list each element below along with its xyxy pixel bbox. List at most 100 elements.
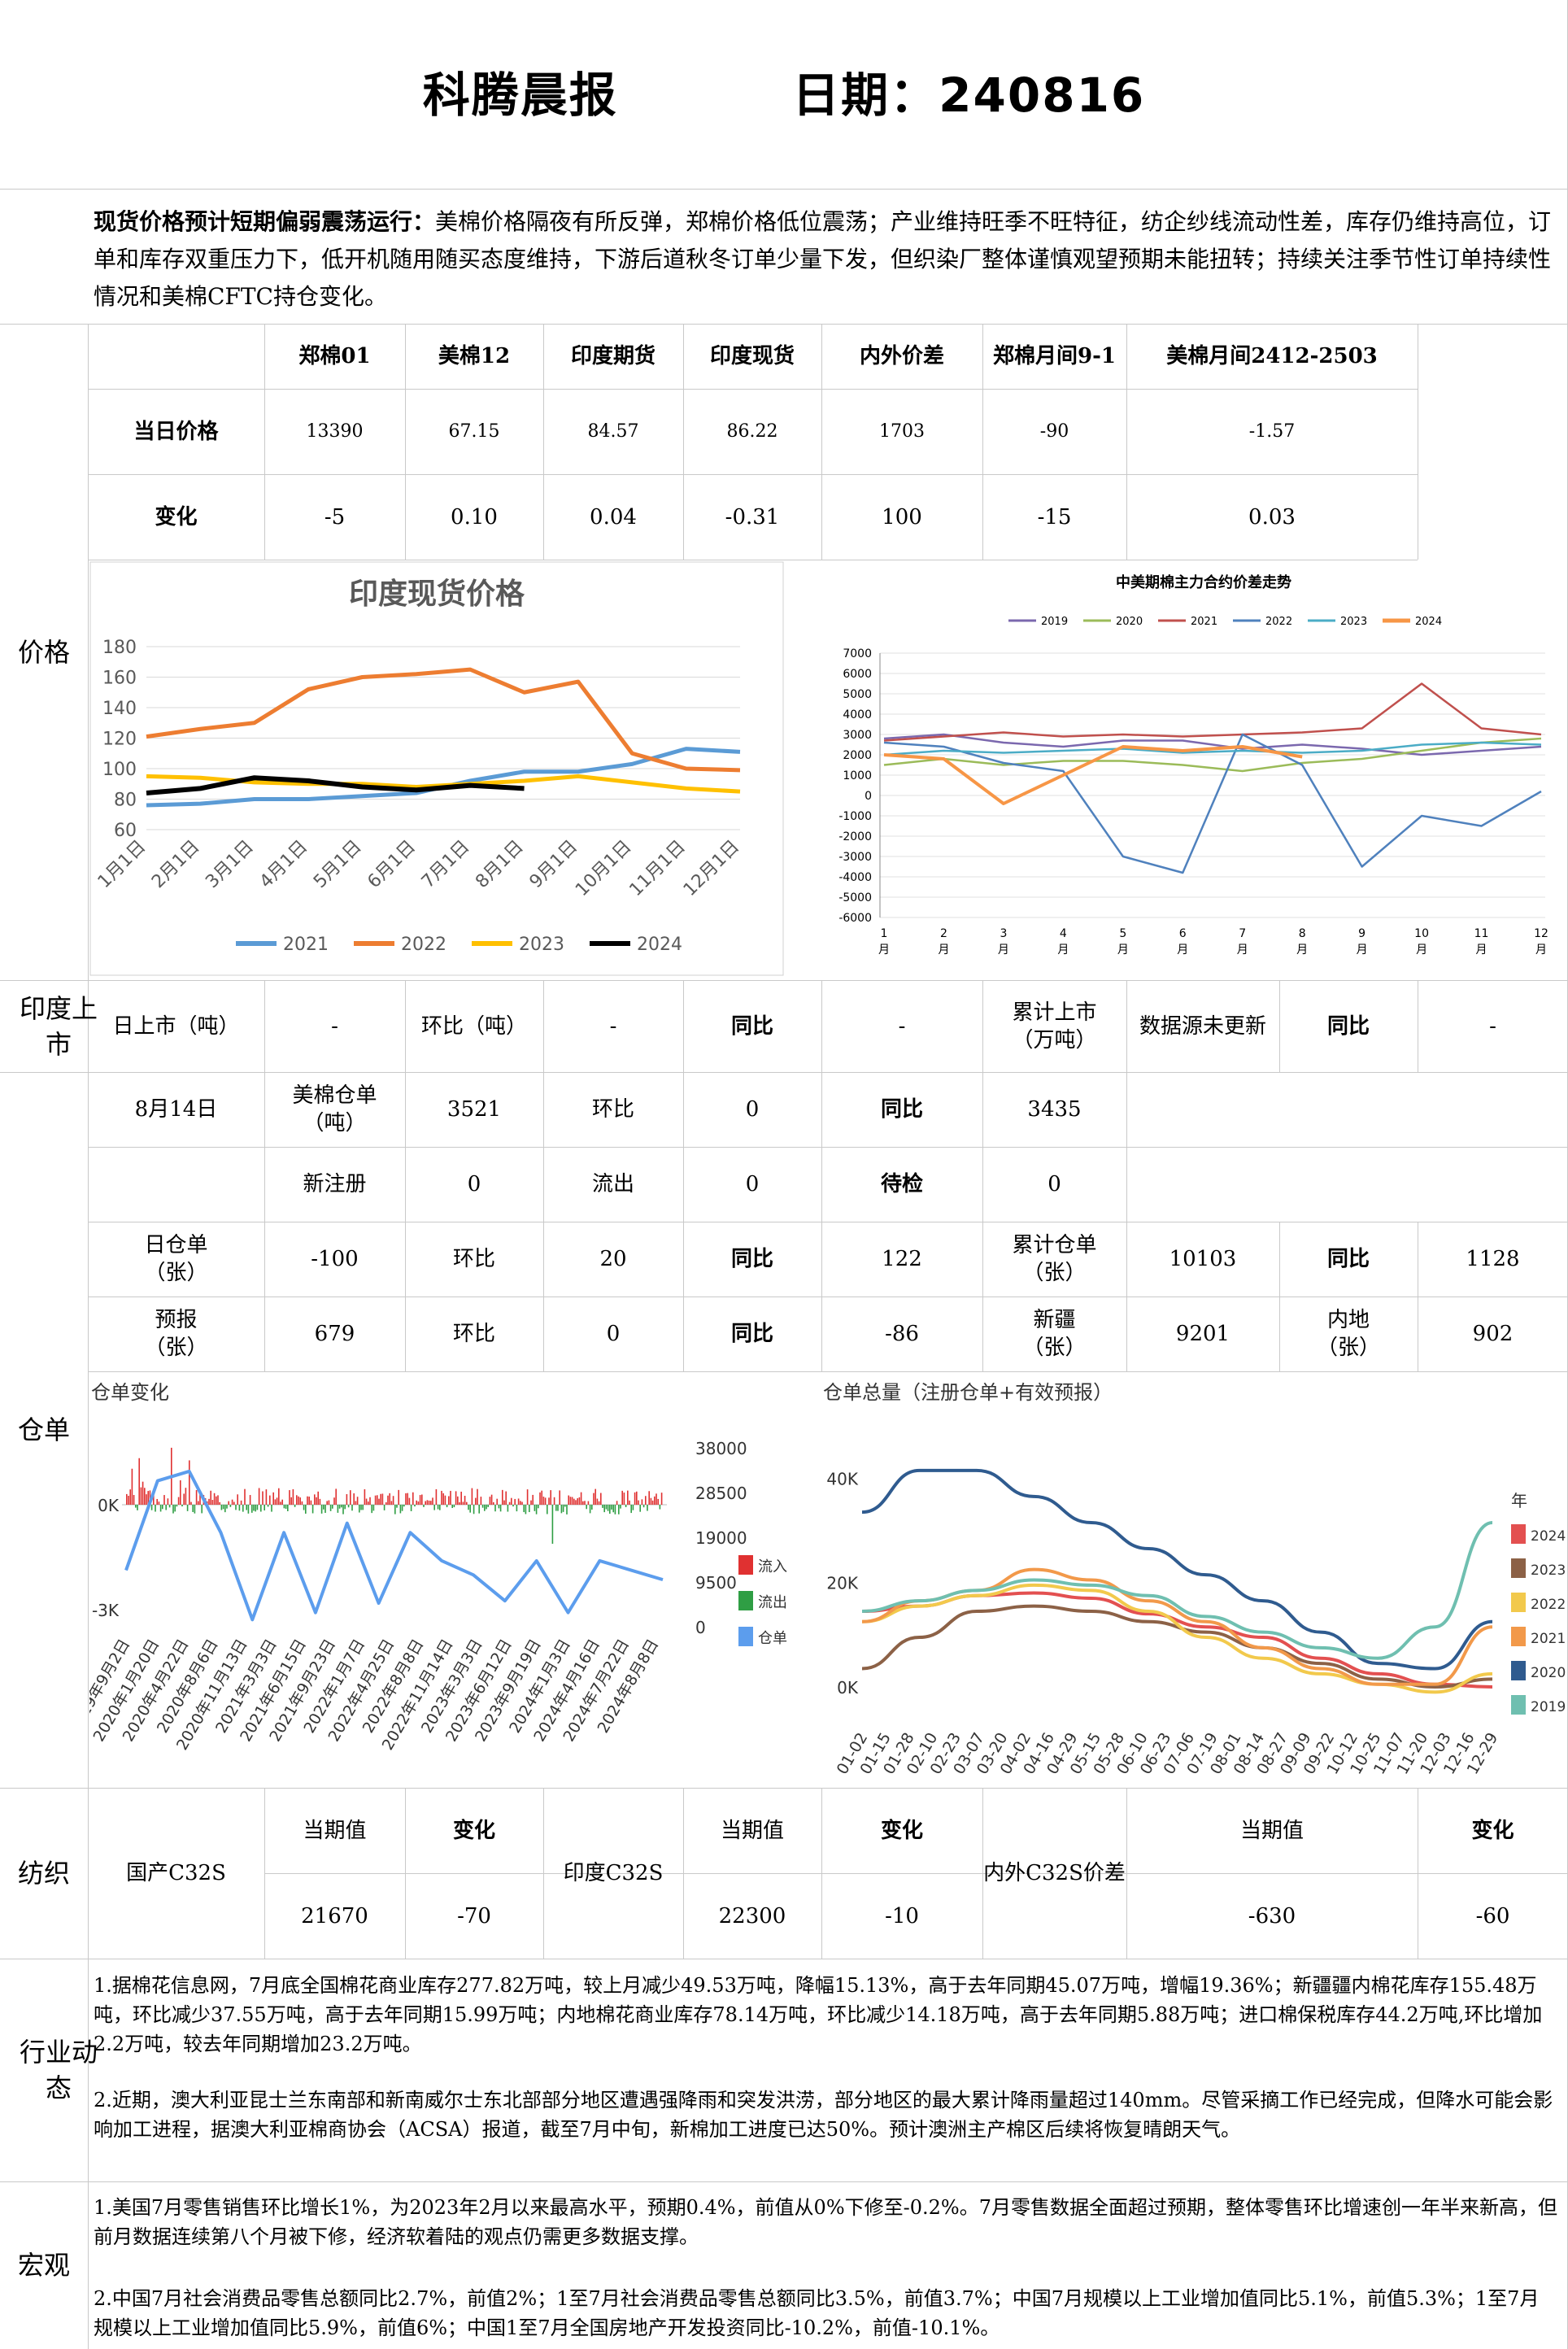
forecast-yoy-label: 同比: [730, 1322, 773, 1346]
outflow-bar: [311, 1505, 314, 1514]
warrant-total-chart: 仓单总量（注册仓单+有效预报） 40K20K0K01-0201-1501-280…: [823, 1381, 1566, 1777]
inflow-bar: [189, 1460, 190, 1505]
domestic-current-label: 当期值: [303, 1818, 367, 1843]
inflow-bar: [638, 1500, 639, 1505]
outflow-bar: [516, 1505, 518, 1512]
india-yoy-value: -: [898, 1013, 906, 1039]
us-warehouse-value: 3521: [446, 1097, 502, 1122]
inflow-bar: [466, 1501, 468, 1505]
inflow-bar: [553, 1497, 555, 1505]
inland-label: 内地（张）: [1317, 1308, 1381, 1360]
y2-tick-label: 38000: [695, 1439, 747, 1458]
legend-label: 2024: [637, 935, 682, 955]
daily-warrant-label: 日仓单（张）: [144, 1233, 208, 1285]
inflow-bar: [292, 1488, 294, 1505]
india-cum-value: 数据源未更新: [1139, 1013, 1266, 1039]
outflow-bar: [401, 1505, 403, 1511]
inflow-bar: [432, 1497, 433, 1505]
series-line-2020: [861, 1468, 1493, 1671]
inflow-bar: [355, 1501, 357, 1505]
y-tick-label: 180: [102, 638, 137, 658]
y-tick-label: 160: [102, 669, 137, 689]
outflow-bar: [159, 1505, 162, 1512]
y-tick-label: -5000: [838, 891, 872, 904]
inflow-bar: [577, 1498, 578, 1505]
inflow-bar: [167, 1498, 169, 1505]
legend-label: 2024: [1415, 616, 1442, 628]
inflow-bar: [281, 1499, 283, 1505]
outflow-bar: [341, 1505, 342, 1508]
outflow-bar: [220, 1505, 223, 1510]
outflow-bar: [238, 1505, 241, 1511]
inflow-bar: [645, 1496, 647, 1505]
inflow-bar: [387, 1495, 389, 1505]
cum-warrant-label: 累计仓单（张）: [1012, 1233, 1097, 1285]
inflow-bar: [390, 1501, 393, 1505]
x-tick-unit: 月: [1535, 944, 1547, 957]
inflow-bar: [140, 1487, 142, 1505]
outflow-bar: [446, 1505, 448, 1508]
y-tick-label: 140: [102, 699, 137, 719]
inflow-bar: [163, 1495, 165, 1505]
price-ct-calendar: -1.57: [1248, 421, 1296, 442]
outflow-bar: [566, 1505, 568, 1514]
outflow-bar: [181, 1505, 183, 1507]
outflow-value: 0: [745, 1172, 760, 1196]
inflow-bar: [621, 1490, 623, 1505]
spread-c32s-label: 内外C32S价差: [983, 1861, 1126, 1885]
change-spread: 100: [882, 504, 922, 530]
outflow-bar: [338, 1505, 341, 1509]
india-mom-label: 环比（吨）: [420, 1013, 527, 1039]
inflow-bar: [421, 1494, 423, 1505]
warehouse-line: [124, 1469, 664, 1622]
outflow-bar: [285, 1505, 287, 1510]
market-summary: 现货价格预计短期偏弱震荡运行：美棉价格隔夜有所反弹，郑棉价格低位震荡；产业维持旺…: [94, 203, 1557, 316]
legend-swatch: [738, 1627, 753, 1646]
legend-swatch: [1511, 1661, 1526, 1680]
inflow-bar: [237, 1494, 238, 1505]
inflow-bar: [580, 1492, 582, 1505]
outflow-bar: [481, 1505, 484, 1508]
inflow-bar: [244, 1488, 246, 1505]
outflow-bar: [659, 1505, 661, 1510]
y-tick-label: -3K: [92, 1601, 120, 1620]
y-tick-label: 20K: [826, 1574, 858, 1593]
x-tick-unit: 月: [1177, 944, 1188, 957]
inflow-bar: [448, 1496, 450, 1505]
x-tick-unit: 月: [1117, 944, 1129, 957]
inflow-bar: [333, 1497, 335, 1505]
inflow-bar: [314, 1494, 316, 1505]
inflow-bar: [183, 1493, 185, 1505]
outflow-bar: [359, 1505, 360, 1513]
y-tick-label: 60: [114, 821, 137, 841]
inflow-bar: [496, 1498, 498, 1505]
report-title: 科腾晨报: [422, 68, 618, 123]
inflow-bar: [582, 1501, 584, 1505]
inflow-bar: [262, 1491, 264, 1505]
inflow-bar: [503, 1500, 505, 1505]
outflow-bar: [632, 1505, 634, 1510]
outflow-bar: [172, 1505, 174, 1514]
inflow-bar: [258, 1488, 260, 1505]
inflow-bar: [265, 1489, 268, 1505]
x-tick-label: 6: [1179, 927, 1187, 940]
change-ct-calendar: 0.03: [1248, 504, 1296, 530]
legend-label: 2023: [1531, 1562, 1566, 1579]
y2-tick-label: 19000: [695, 1528, 747, 1548]
legend-label: 2020: [1116, 616, 1143, 628]
outflow-bar: [603, 1505, 605, 1513]
y-tick-label: -1000: [838, 810, 872, 823]
outflow-bar: [251, 1505, 253, 1513]
us-warehouse-yoy-value: 3435: [1027, 1097, 1082, 1122]
y-tick-label: 3000: [843, 729, 872, 742]
inflow-bar: [475, 1497, 477, 1505]
y-tick-label: 40K: [826, 1469, 858, 1488]
outflow-bar: [557, 1505, 559, 1511]
inflow-bar: [408, 1497, 411, 1505]
outflow-bar: [591, 1505, 593, 1510]
industry-paragraph-1: 1.据棉花信息网，7月底全国棉花商业库存277.82万吨，较上月减少49.53万…: [94, 1974, 1543, 2055]
outflow-bar: [602, 1505, 603, 1508]
outflow-bar: [647, 1505, 648, 1511]
price-header-zc01: 郑棉01: [298, 344, 371, 368]
y-tick-label: 7000: [843, 647, 872, 660]
